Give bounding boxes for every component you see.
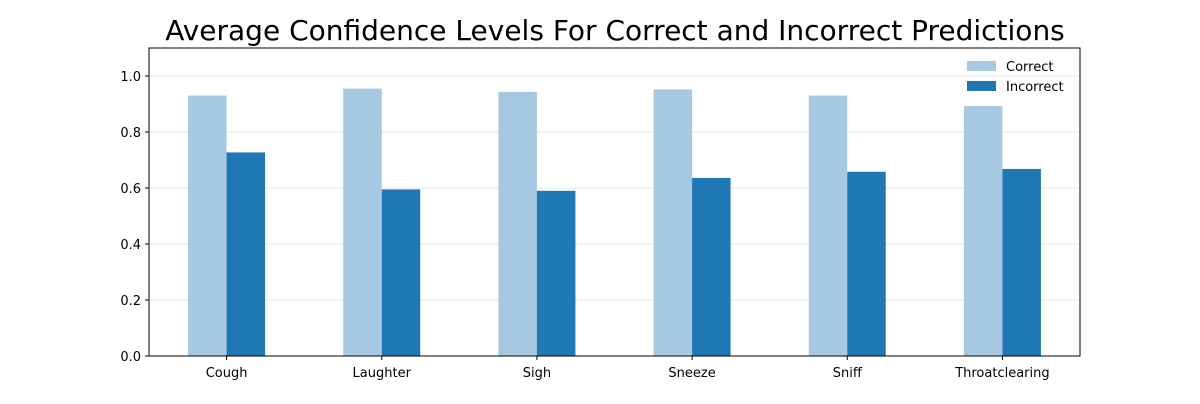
y-tick-label: 0.8	[120, 126, 141, 141]
x-axis: Cough Laughter Sigh Sneeze Sniff Throatcleari…	[206, 356, 1050, 381]
y-tick-label: 0.4	[120, 238, 141, 253]
bar-correct-cough	[188, 95, 227, 356]
bar-incorrect-sneeze	[692, 177, 731, 356]
legend-swatch-correct	[967, 61, 996, 71]
y-tick-label: 0.2	[120, 294, 141, 309]
bar-correct-sigh	[498, 91, 537, 357]
plot-frame	[148, 47, 1081, 357]
bar-incorrect-sniff	[847, 171, 886, 356]
y-axis: 0.0 0.2 0.4 0.6 0.8 1.0	[120, 70, 149, 365]
y-tick-label: 1.0	[120, 70, 141, 85]
y-tick-label: 0.0	[120, 350, 141, 365]
legend-label-incorrect: Incorrect	[1006, 80, 1064, 95]
bar-incorrect-laughter	[381, 189, 421, 356]
bar-correct-laughter	[343, 88, 382, 356]
x-tick-label: Throatclearing	[954, 366, 1049, 381]
x-tick-label: Laughter	[353, 366, 412, 381]
y-tick-label: 0.6	[120, 182, 141, 197]
legend: Correct Incorrect	[967, 60, 1064, 95]
chart-title: Average Confidence Levels For Correct an…	[165, 14, 1065, 47]
bar-incorrect-sigh	[536, 190, 576, 356]
bar-correct-sniff	[808, 95, 848, 356]
bar-incorrect-throatclearing	[1002, 168, 1041, 356]
legend-swatch-incorrect	[967, 81, 996, 91]
bar-incorrect-cough	[226, 152, 266, 356]
bar-correct-sneeze	[653, 89, 693, 356]
bars	[188, 88, 1041, 357]
x-tick-label: Sneeze	[668, 366, 715, 381]
bar-correct-throatclearing	[963, 105, 1003, 357]
grid-lines	[149, 75, 1080, 301]
legend-label-correct: Correct	[1006, 60, 1053, 75]
x-tick-label: Sigh	[523, 366, 551, 381]
x-tick-label: Sniff	[833, 366, 863, 381]
x-tick-label: Cough	[206, 366, 248, 381]
